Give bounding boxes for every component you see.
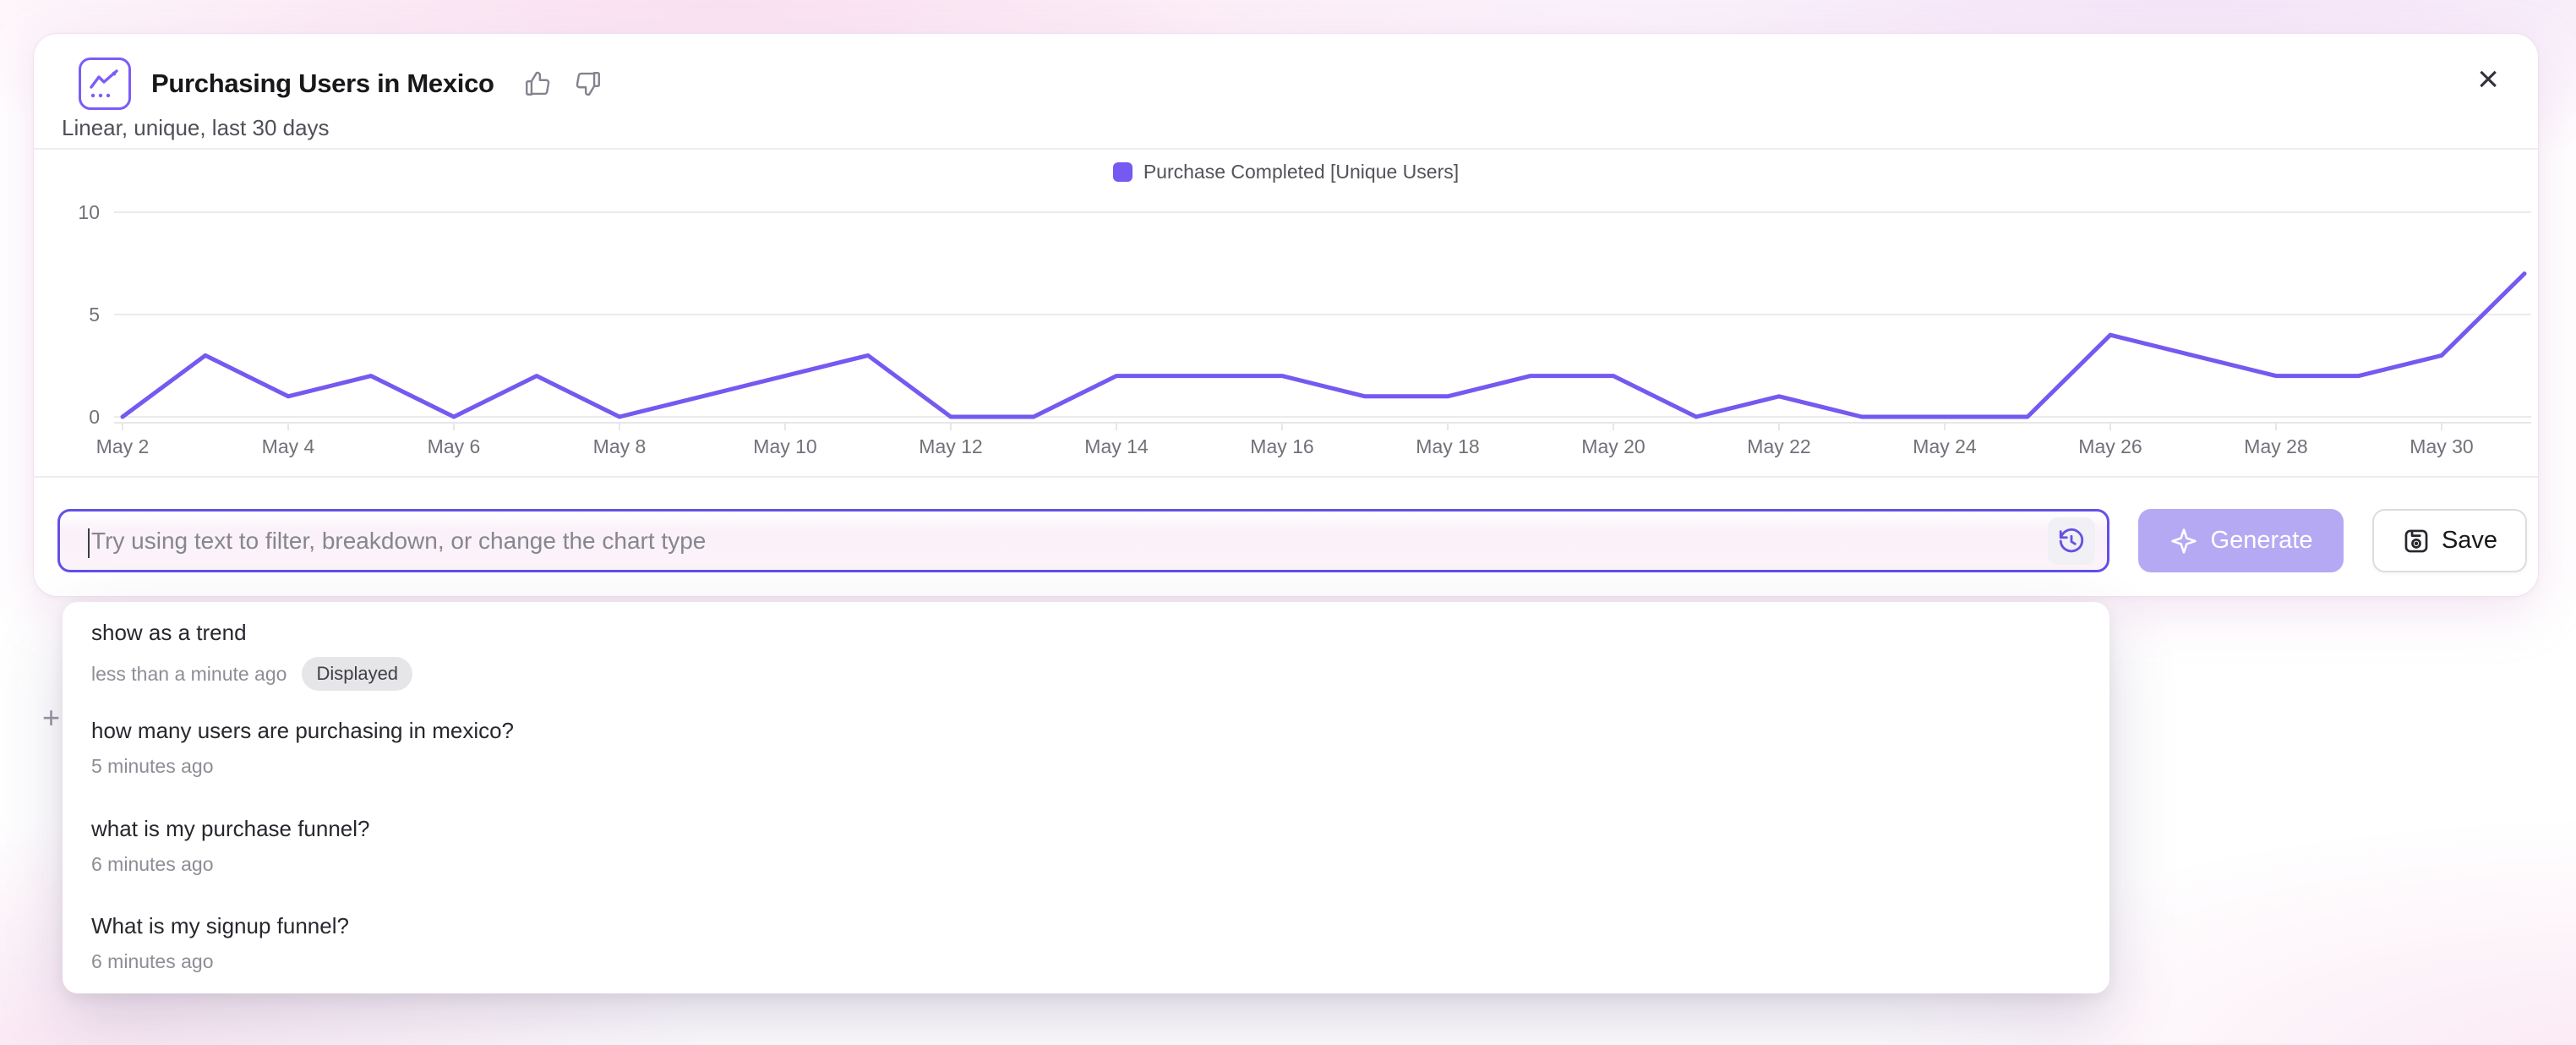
svg-text:10: 10 bbox=[78, 201, 100, 223]
legend-label: Purchase Completed [Unique Users] bbox=[1143, 161, 1460, 183]
page-title: Purchasing Users in Mexico bbox=[151, 68, 494, 98]
svg-text:May 20: May 20 bbox=[1581, 435, 1645, 457]
svg-text:May 6: May 6 bbox=[428, 435, 481, 457]
svg-text:May 4: May 4 bbox=[262, 435, 315, 457]
svg-text:0: 0 bbox=[89, 406, 100, 428]
svg-text:5: 5 bbox=[89, 304, 100, 326]
svg-text:May 8: May 8 bbox=[593, 435, 647, 457]
svg-text:May 30: May 30 bbox=[2410, 435, 2473, 457]
history-item[interactable]: what is my purchase funnel? 6 minutes ag… bbox=[63, 798, 2109, 896]
history-item-time: less than a minute ago bbox=[91, 662, 287, 685]
history-icon[interactable] bbox=[2048, 517, 2095, 565]
chart-subtitle: Linear, unique, last 30 days bbox=[62, 115, 330, 140]
text-caret bbox=[88, 528, 90, 558]
history-item-title: show as a trend bbox=[91, 620, 247, 645]
header-divider bbox=[34, 148, 2538, 150]
svg-text:May 22: May 22 bbox=[1747, 435, 1810, 457]
svg-text:May 26: May 26 bbox=[2078, 435, 2142, 457]
svg-text:May 18: May 18 bbox=[1416, 435, 1479, 457]
thumbs-up-button[interactable] bbox=[520, 66, 555, 101]
close-icon[interactable]: × bbox=[2472, 56, 2504, 103]
save-icon bbox=[2404, 529, 2428, 552]
svg-text:May 24: May 24 bbox=[1913, 435, 1977, 457]
history-item-time: 6 minutes ago bbox=[91, 852, 214, 875]
history-dropdown: show as a trend less than a minute ago D… bbox=[63, 602, 2109, 993]
chart-divider bbox=[34, 476, 2538, 478]
legend-item-purchase-completed[interactable]: Purchase Completed [Unique Users] bbox=[1112, 161, 1460, 183]
chart-card: Purchasing Users in Mexico Linear, uniqu… bbox=[34, 34, 2538, 596]
chart-legend: Purchase Completed [Unique Users] bbox=[34, 161, 2538, 183]
prompt-bar: Generate Save bbox=[34, 507, 2538, 575]
save-button[interactable]: Save bbox=[2372, 509, 2527, 572]
card-header: Purchasing Users in Mexico bbox=[79, 57, 606, 110]
history-item-time: 5 minutes ago bbox=[91, 754, 214, 777]
save-label: Save bbox=[2441, 527, 2498, 554]
svg-text:May 16: May 16 bbox=[1250, 435, 1313, 457]
svg-text:May 10: May 10 bbox=[753, 435, 816, 457]
legend-swatch bbox=[1112, 162, 1132, 182]
feedback-buttons bbox=[520, 66, 606, 101]
line-chart-icon bbox=[79, 57, 131, 110]
displayed-badge: Displayed bbox=[302, 657, 413, 691]
history-item-title: what is my purchase funnel? bbox=[91, 815, 370, 841]
svg-text:May 12: May 12 bbox=[919, 435, 982, 457]
svg-text:May 2: May 2 bbox=[96, 435, 150, 457]
generate-button[interactable]: Generate bbox=[2138, 509, 2344, 572]
history-item[interactable]: how many users are purchasing in mexico?… bbox=[63, 700, 2109, 798]
history-item[interactable]: What is my signup funnel? 6 minutes ago bbox=[63, 895, 2109, 993]
history-item-title: What is my signup funnel? bbox=[91, 913, 349, 939]
prompt-input-container bbox=[57, 509, 2109, 572]
history-item-title: how many users are purchasing in mexico? bbox=[91, 717, 515, 743]
history-item[interactable]: show as a trend less than a minute ago D… bbox=[63, 602, 2109, 700]
sparkle-icon bbox=[2170, 528, 2197, 554]
plus-icon[interactable]: + bbox=[42, 700, 61, 735]
svg-text:May 14: May 14 bbox=[1084, 435, 1149, 457]
thumbs-down-button[interactable] bbox=[570, 66, 606, 101]
history-item-time: 6 minutes ago bbox=[91, 950, 214, 973]
svg-text:May 28: May 28 bbox=[2244, 435, 2307, 457]
line-chart: 0 5 10 May 2 May 4 May 6 May 8 May 10 May 12 May … bbox=[78, 201, 2531, 457]
prompt-input[interactable] bbox=[60, 512, 2048, 570]
generate-label: Generate bbox=[2210, 527, 2313, 554]
